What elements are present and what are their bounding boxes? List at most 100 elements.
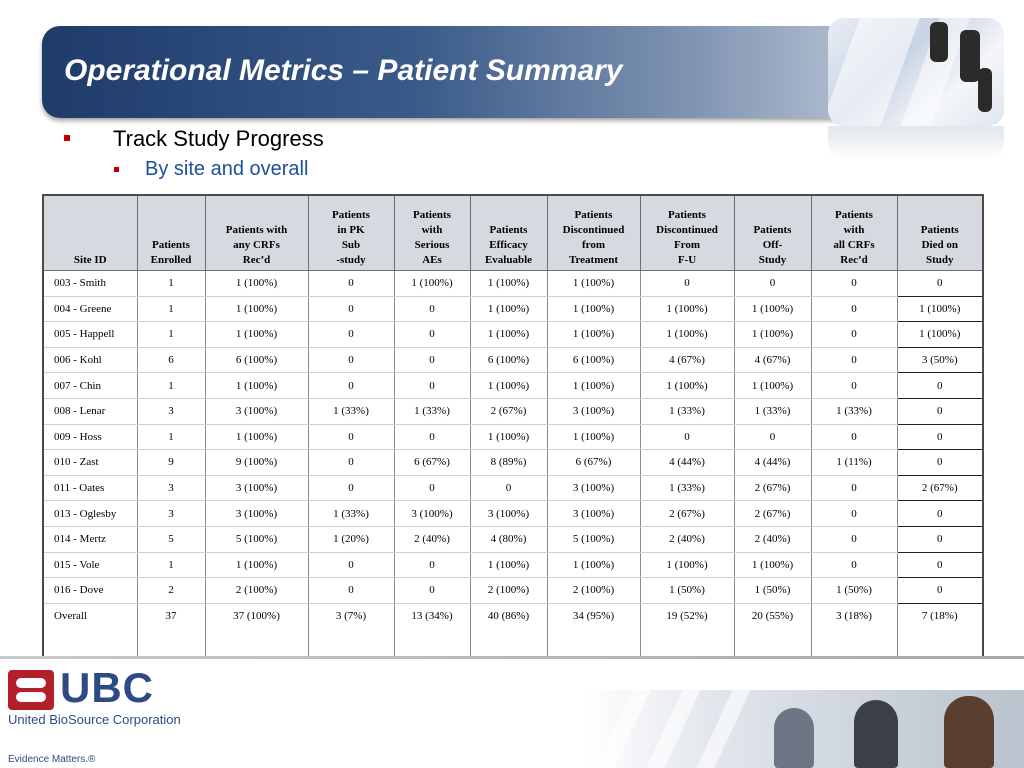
table-cell: 0 xyxy=(896,500,984,527)
table-cell: 0 xyxy=(393,577,471,604)
table-cell: 6 (100%) xyxy=(204,346,309,374)
table-cell: 19 (52%) xyxy=(639,602,735,658)
office-meeting-photo xyxy=(584,690,1024,768)
table-cell: 1 (33%) xyxy=(307,500,395,527)
table-row: 015 - Vole 1 1 (100%) 0 0 1 (100%) 1 (100%) 1 (… xyxy=(42,551,984,579)
table-cell: 3 (100%) xyxy=(204,500,309,527)
table-cell: 1 (100%) xyxy=(639,551,735,579)
table-cell: 0 xyxy=(810,500,898,527)
table-cell: 1 (33%) xyxy=(307,397,395,425)
table-cell: 0 xyxy=(896,270,984,297)
table-cell: 2 (100%) xyxy=(469,577,548,604)
person-silhouette xyxy=(854,700,898,768)
logo-letters: UBC xyxy=(60,664,154,711)
table-cell: 3 (100%) xyxy=(469,500,548,527)
table-cell: 6 (100%) xyxy=(469,346,548,374)
table-cell: 0 xyxy=(307,474,395,502)
table-cell: 0 xyxy=(810,474,898,502)
table-cell: 6 (100%) xyxy=(546,346,641,374)
table-cell: 3 xyxy=(136,397,206,425)
table-cell: 1 (100%) xyxy=(896,321,984,348)
table-cell: 4 (67%) xyxy=(733,346,812,374)
table-cell: 3 xyxy=(136,500,206,527)
table-row: 003 - Smith 1 1 (100%) 0 1 (100%) 1 (100%) 1 (… xyxy=(42,270,984,297)
table-cell: 0 xyxy=(393,551,471,579)
table-cell: 37 xyxy=(136,602,206,658)
table-cell: 6 (67%) xyxy=(393,449,471,476)
table-cell: 0 xyxy=(393,295,471,323)
table-cell: 9 xyxy=(136,449,206,476)
table-cell: 1 (33%) xyxy=(810,397,898,425)
bullet-square-icon xyxy=(64,135,70,141)
table-cell: 1 xyxy=(136,423,206,451)
bullet-text: By site and overall xyxy=(145,158,309,180)
table-cell: 5 (100%) xyxy=(546,525,641,553)
table-cell: 0 xyxy=(896,577,984,604)
table-cell: 1 (100%) xyxy=(733,551,812,579)
patient-summary-table: Site ID Patients Enrolled Patients with … xyxy=(42,194,984,658)
table-cell: 3 (100%) xyxy=(546,397,641,425)
table-cell: 2 xyxy=(136,577,206,604)
table-cell: 9 (100%) xyxy=(204,449,309,476)
column-header: Site ID xyxy=(42,194,138,271)
footer-divider xyxy=(0,656,1024,659)
photo-reflection xyxy=(828,126,1004,160)
table-cell: 0 xyxy=(393,346,471,374)
table-cell: 1 xyxy=(136,321,206,348)
table-cell: 2 (100%) xyxy=(204,577,309,604)
table-cell: 1 (100%) xyxy=(733,295,812,323)
table-cell: 1 (100%) xyxy=(204,295,309,323)
person-silhouette xyxy=(978,68,992,112)
table-cell: 1 (100%) xyxy=(546,372,641,399)
table-cell: 6 (67%) xyxy=(546,449,641,476)
person-silhouette xyxy=(774,708,814,768)
company-tagline: Evidence Matters.® xyxy=(8,754,96,765)
table-cell: 0 xyxy=(896,449,984,476)
site-id-cell: 015 - Vole xyxy=(42,551,138,579)
table-cell: 3 (100%) xyxy=(204,397,309,425)
column-header: Patients with any CRFs Rec’d xyxy=(204,194,309,271)
table-cell: 1 (50%) xyxy=(810,577,898,604)
table-cell: 3 (100%) xyxy=(204,474,309,502)
person-silhouette xyxy=(960,30,980,82)
site-id-cell: 008 - Lenar xyxy=(42,397,138,425)
table-cell: 1 (100%) xyxy=(896,295,984,323)
table-cell: 2 (40%) xyxy=(733,525,812,553)
table-cell: 3 (100%) xyxy=(546,474,641,502)
table-cell: 1 (100%) xyxy=(204,551,309,579)
business-people-photo xyxy=(828,18,1004,126)
table-row: 010 - Zast 9 9 (100%) 0 6 (67%) 8 (89%) 6 (67%… xyxy=(42,449,984,476)
table-cell: 0 xyxy=(307,551,395,579)
table-cell: 1 xyxy=(136,270,206,297)
table-row: 007 - Chin 1 1 (100%) 0 0 1 (100%) 1 (100%) 1 (… xyxy=(42,372,984,399)
table-cell: 1 (100%) xyxy=(733,321,812,348)
column-header: Patients with Serious AEs xyxy=(393,194,471,271)
column-header: Patients Enrolled xyxy=(136,194,206,271)
table-cell: 3 xyxy=(136,474,206,502)
table-cell: 0 xyxy=(393,321,471,348)
table-cell: 1 (50%) xyxy=(639,577,735,604)
table-cell: 3 (50%) xyxy=(896,346,984,374)
table-cell: 0 xyxy=(810,551,898,579)
site-id-cell: 011 - Oates xyxy=(42,474,138,502)
table-cell: 1 xyxy=(136,295,206,323)
table-cell: 1 (20%) xyxy=(307,525,395,553)
site-id-cell: Overall xyxy=(42,602,138,658)
table-cell: 4 (44%) xyxy=(733,449,812,476)
column-header: Patients Died on Study xyxy=(896,194,984,271)
table-cell: 1 (33%) xyxy=(733,397,812,425)
table-cell: 0 xyxy=(733,423,812,451)
table-cell: 0 xyxy=(810,295,898,323)
table-cell: 4 (67%) xyxy=(639,346,735,374)
table-cell: 0 xyxy=(896,525,984,553)
table-cell: 1 (100%) xyxy=(546,551,641,579)
table-cell: 1 (100%) xyxy=(204,270,309,297)
table-cell: 0 xyxy=(896,423,984,451)
table-cell: 0 xyxy=(393,423,471,451)
table-row: 008 - Lenar 3 3 (100%) 1 (33%) 1 (33%) 2 (67%… xyxy=(42,397,984,425)
column-header: Patients Discontinued From F-U xyxy=(639,194,735,271)
slide-title: Operational Metrics – Patient Summary xyxy=(64,54,623,87)
table-cell: 1 (100%) xyxy=(733,372,812,399)
bullet-text: Track Study Progress xyxy=(113,126,324,151)
table-cell: 7 (18%) xyxy=(896,602,984,658)
